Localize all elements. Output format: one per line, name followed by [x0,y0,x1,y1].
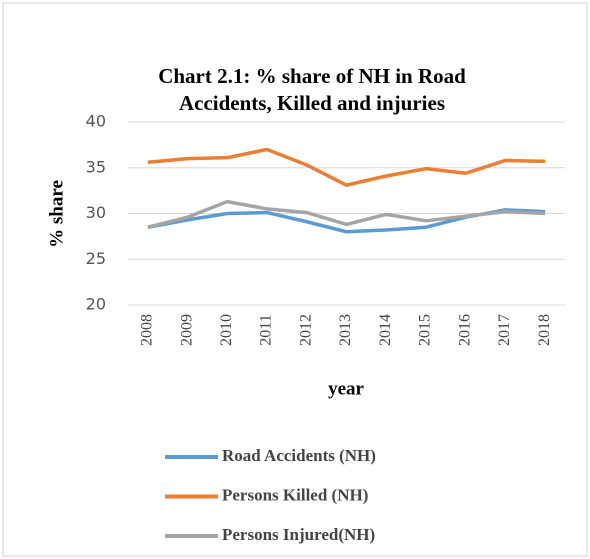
series-line [147,147,546,187]
x-tick-label: 2016 [456,314,473,346]
x-tick-label: 2013 [337,314,354,346]
y-axis-label: % share [46,180,67,248]
x-tick-label: 2012 [297,314,314,346]
x-tick-label: 2008 [139,314,156,346]
x-axis-label: year [328,378,364,399]
y-tick-label: 30 [86,203,106,222]
x-tick-label: 2018 [536,314,553,346]
series-line [147,199,546,229]
y-tick-label: 40 [86,112,106,131]
chart-title: Chart 2.1: % share of NH in Road [158,64,466,88]
chart-title: Accidents, Killed and injuries [179,91,445,115]
x-tick-label: 2014 [377,314,394,346]
y-tick-label: 35 [86,157,106,176]
y-tick-label: 25 [86,249,106,268]
x-tick-label: 2015 [417,314,434,346]
legend-label: Road Accidents (NH) [222,446,376,465]
legend-label: Persons Injured(NH) [222,525,375,544]
y-tick-label: 20 [86,295,106,314]
legend-label: Persons Killed (NH) [222,485,368,504]
x-tick-label: 2017 [496,314,513,346]
x-tick-label: 2011 [258,314,275,345]
x-tick-label: 2010 [218,314,235,346]
x-tick-label: 2009 [178,314,195,346]
